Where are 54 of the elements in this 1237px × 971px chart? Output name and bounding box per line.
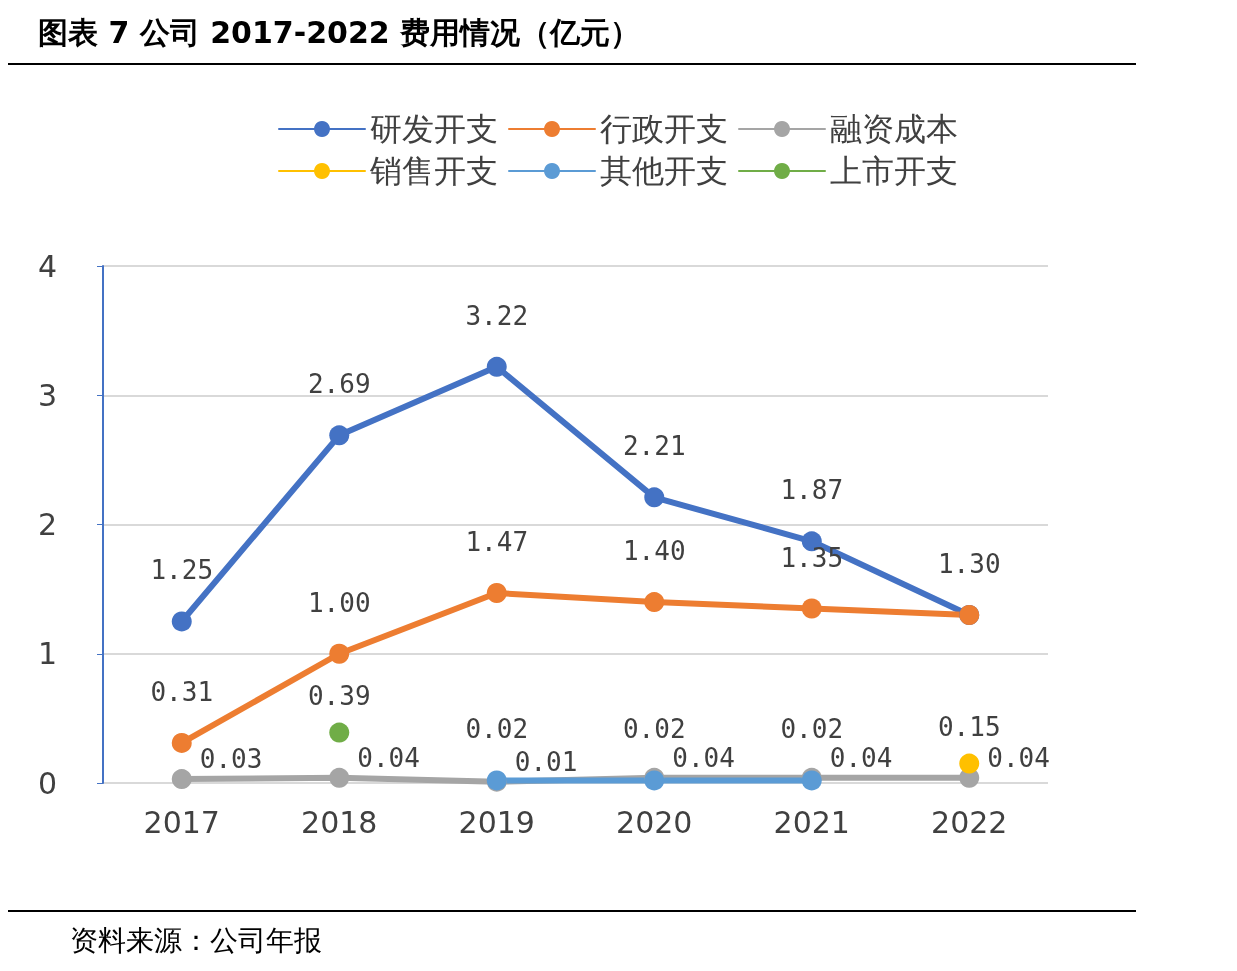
data-label: 0.02 (780, 714, 844, 745)
legend-label: 行政开支 (600, 110, 728, 148)
point (329, 643, 350, 664)
data-label: 0.04 (987, 742, 1050, 773)
point (171, 732, 192, 753)
data-label: 1.00 (307, 587, 371, 618)
data-label: 1.30 (937, 548, 1001, 579)
point (329, 722, 350, 743)
point (171, 611, 192, 632)
data-label: 0.04 (357, 742, 420, 773)
data-label: 0.15 (937, 711, 1001, 742)
y-tick-label: 1 (37, 636, 57, 672)
data-label: 0.04 (829, 742, 893, 773)
point (801, 598, 822, 619)
data-label: 1.47 (465, 527, 529, 557)
point (171, 769, 192, 790)
data-label: 0.31 (150, 676, 214, 707)
legend-label: 融资成本 (830, 110, 958, 148)
x-tick-label: 2022 (931, 804, 1008, 840)
point (644, 487, 665, 508)
data-label: 2.69 (307, 369, 371, 400)
data-label: 0.02 (622, 714, 686, 745)
y-tick-label: 0 (37, 765, 57, 801)
data-label: 1.87 (780, 475, 844, 506)
point (486, 356, 507, 377)
data-label: 1.35 (780, 542, 844, 573)
data-label: 1.25 (150, 555, 214, 586)
data-label: 2.21 (622, 431, 686, 462)
chart-title: 图表 7 公司 2017-2022 费用情况（亿元） (38, 14, 641, 50)
text: 资料来源：公司年报 (70, 923, 322, 957)
x-tick-label: 2017 (143, 804, 220, 840)
point (959, 753, 980, 774)
data-label: 0.02 (465, 714, 529, 745)
x-tick-label: 2018 (301, 804, 378, 840)
legend-label: 销售开支 (369, 152, 498, 190)
y-tick-label: 2 (37, 507, 57, 542)
point (644, 592, 665, 613)
legend-label: 上市开支 (830, 152, 958, 190)
data-label: 0.39 (307, 680, 371, 711)
data-label: 0.04 (672, 742, 735, 773)
x-tick-label: 2020 (616, 804, 693, 840)
data-label: 3.22 (465, 300, 529, 331)
legend-label: 研发开支 (370, 110, 498, 148)
y-tick-label: 3 (37, 377, 57, 413)
x-tick-label: 2019 (458, 804, 535, 840)
data-label: 0.01 (514, 746, 578, 777)
x-tick-label: 2021 (773, 804, 850, 840)
data-label: 0.03 (199, 744, 263, 775)
data-label: 1.40 (622, 536, 686, 567)
point (486, 583, 507, 603)
point (329, 767, 350, 788)
legend-label: 其他开支 (600, 152, 728, 190)
y-tick-label: 4 (37, 248, 57, 284)
point (329, 425, 350, 446)
